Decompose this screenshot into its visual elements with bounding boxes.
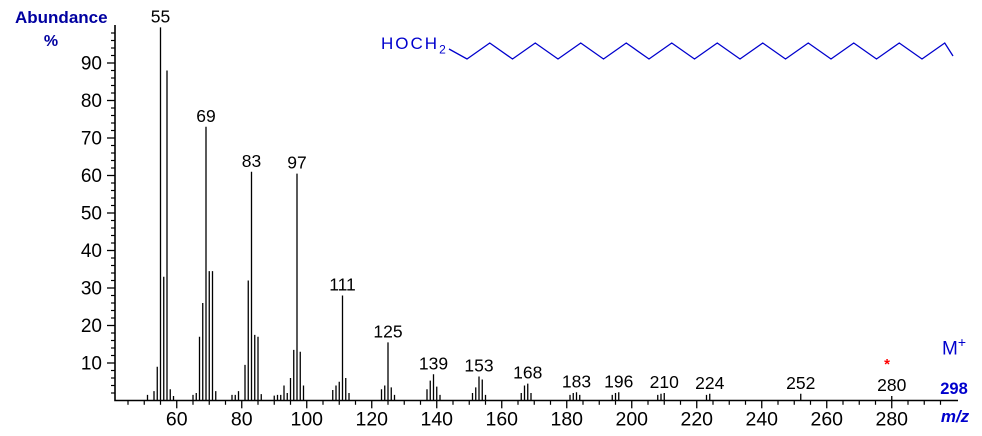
peak-label: 168 (513, 363, 542, 383)
svg-text:60: 60 (81, 166, 102, 187)
structure-formula-subscript: 2 (439, 42, 446, 57)
svg-text:60: 60 (166, 409, 188, 431)
peak-label: 196 (604, 371, 633, 391)
svg-text:120: 120 (355, 409, 388, 431)
peak-bars (146, 27, 893, 401)
peak-label: 55 (151, 6, 170, 26)
y-axis-ticks (107, 32, 115, 394)
peak-labels: 55 69 83 97 111 125 139 153 168 183 196 210 224 252 28… (151, 6, 907, 395)
svg-text:140: 140 (420, 409, 453, 431)
y-axis-tick-labels: 10 20 30 40 50 60 70 80 90 (81, 54, 102, 375)
y-axis-unit-label: % (43, 33, 59, 50)
peak-label: 252 (786, 373, 815, 393)
peak-label: 139 (419, 353, 448, 373)
molecular-ion-star-icon: * (884, 356, 890, 373)
x-axis-ticks (127, 400, 942, 409)
svg-text:50: 50 (81, 204, 102, 225)
y-axis-title: Abundance (15, 8, 108, 27)
molecular-ion-label: M+ (928, 334, 980, 360)
svg-text:180: 180 (550, 409, 583, 431)
x-axis-tick-labels: 60 80 100 120 140 160 180 200 220 240 260 280 (166, 409, 908, 431)
svg-text:80: 80 (231, 409, 253, 431)
peak-label: 210 (650, 372, 679, 392)
peak-label: 280 (877, 375, 906, 395)
axes-lines (114, 25, 958, 402)
peak-label: 111 (329, 275, 356, 295)
svg-text:280: 280 (875, 409, 908, 431)
svg-text:160: 160 (485, 409, 518, 431)
svg-text:70: 70 (81, 129, 102, 150)
peak-label: 97 (287, 153, 306, 173)
svg-text:100: 100 (290, 409, 323, 431)
carbon-chain-zigzag (448, 42, 954, 60)
svg-text:220: 220 (680, 409, 713, 431)
svg-text:240: 240 (745, 409, 778, 431)
peak-label: 83 (242, 151, 261, 171)
svg-text:20: 20 (81, 316, 102, 337)
svg-text:90: 90 (81, 54, 102, 75)
peak-label: 125 (373, 321, 402, 341)
svg-text:30: 30 (81, 279, 102, 300)
svg-text:10: 10 (81, 354, 102, 375)
x-axis-title: m/z (940, 407, 970, 426)
molecular-ion-symbol: M (941, 338, 958, 360)
molecular-ion-mass: 298 (940, 380, 968, 398)
peak-label: 224 (695, 373, 724, 393)
svg-text:40: 40 (81, 241, 102, 262)
peak-label: 153 (464, 356, 493, 376)
structure-formula-main: HOCH (381, 34, 440, 53)
svg-text:80: 80 (81, 91, 102, 112)
molecular-ion-charge: + (957, 334, 966, 350)
peak-label: 69 (196, 106, 215, 126)
peak-label: 183 (562, 371, 591, 391)
svg-text:200: 200 (615, 409, 648, 431)
svg-text:260: 260 (810, 409, 843, 431)
molecular-structure-formula: HOCH2 (381, 34, 446, 56)
